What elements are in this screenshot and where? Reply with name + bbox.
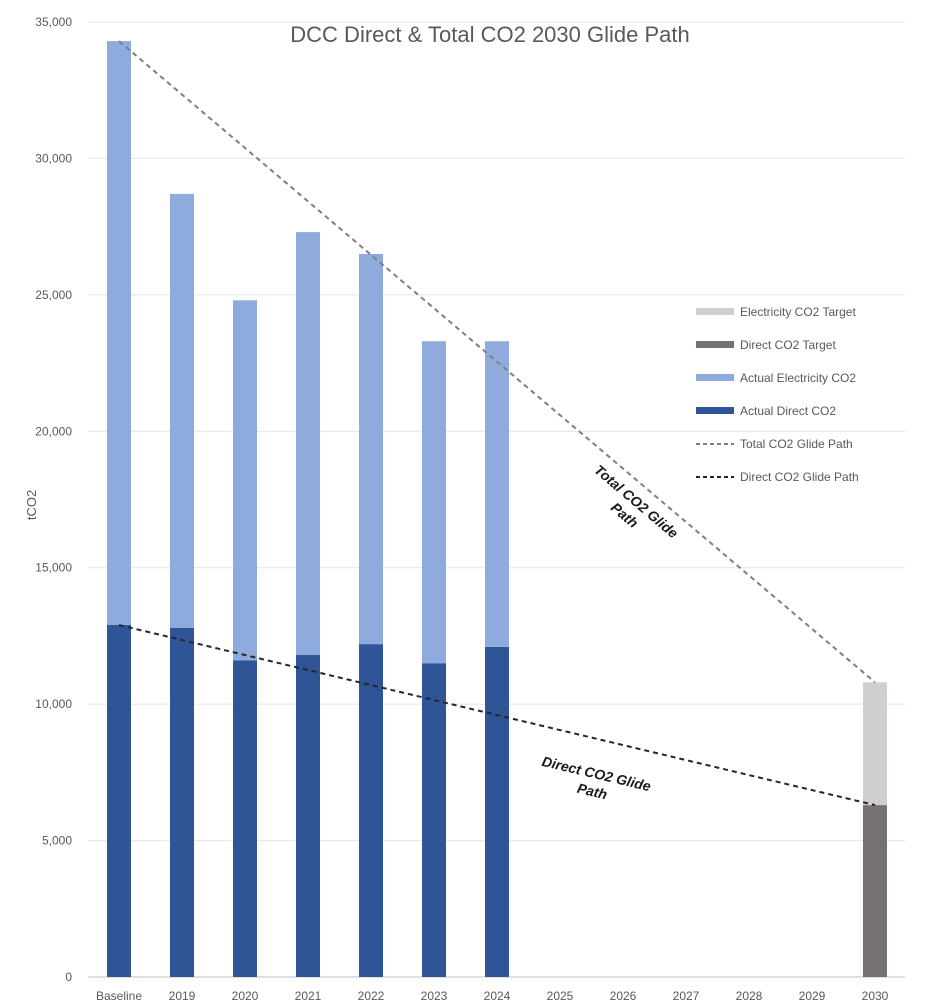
x-tick-label: 2023 <box>421 989 448 1002</box>
legend-label: Total CO2 Glide Path <box>740 437 853 451</box>
glide-path-lines <box>118 40 876 807</box>
bar <box>422 663 446 977</box>
y-tick-label: 5,000 <box>42 834 72 848</box>
legend-label: Actual Direct CO2 <box>740 404 836 418</box>
legend-swatch <box>696 374 734 381</box>
legend-label: Actual Electricity CO2 <box>740 371 856 385</box>
bar <box>233 300 257 661</box>
bar <box>170 193 194 628</box>
y-tick-label: 30,000 <box>35 151 72 165</box>
x-tick-label: 2029 <box>799 989 826 1002</box>
bar <box>485 341 509 647</box>
x-tick-label: 2021 <box>295 989 322 1002</box>
bar <box>485 646 509 977</box>
bar <box>863 805 887 977</box>
chart-title: DCC Direct & Total CO2 2030 Glide Path <box>290 22 689 47</box>
x-tick-label: 2022 <box>358 989 385 1002</box>
y-tick-label: 10,000 <box>35 697 72 711</box>
bar <box>107 41 131 626</box>
y-tick-label: 25,000 <box>35 288 72 302</box>
bar <box>296 232 320 656</box>
x-tick-label: 2026 <box>610 989 637 1002</box>
x-tick-label: 2020 <box>232 989 259 1002</box>
bar <box>863 682 887 806</box>
glide-path-line <box>118 624 876 807</box>
y-tick-label: 20,000 <box>35 424 72 438</box>
x-tick-label: 2024 <box>484 989 511 1002</box>
bar-series <box>107 41 887 977</box>
bar <box>170 627 194 977</box>
x-axis-ticks: Baseline 2019 2020 2021 2022 2023 2024 2025 2026… <box>96 989 889 1002</box>
annotation-text: Total CO2 Glide <box>591 461 681 541</box>
legend-swatch <box>696 341 734 348</box>
legend-label: Direct CO2 Glide Path <box>740 470 859 484</box>
y-tick-label: 35,000 <box>35 15 72 29</box>
y-axis-label: tCO2 <box>24 490 39 520</box>
x-tick-label: 2019 <box>169 989 196 1002</box>
x-tick-label: Baseline <box>96 989 142 1002</box>
bar <box>296 655 320 977</box>
bar <box>107 625 131 977</box>
bar <box>233 660 257 977</box>
y-tick-label: 15,000 <box>35 561 72 575</box>
annotation-text: Path <box>576 780 609 803</box>
x-tick-label: 2030 <box>862 989 889 1002</box>
bar <box>422 341 446 664</box>
bar <box>359 644 383 977</box>
x-tick-label: 2028 <box>736 989 763 1002</box>
y-axis-ticks: 0 5,000 10,000 15,000 20,000 25,000 30,000 35,0… <box>35 15 72 984</box>
legend-label: Electricity CO2 Target <box>740 305 856 319</box>
legend-swatch <box>696 308 734 315</box>
bar <box>359 253 383 645</box>
x-tick-label: 2027 <box>673 989 700 1002</box>
glide-path-line <box>118 40 876 684</box>
legend-label: Direct CO2 Target <box>740 338 836 352</box>
y-tick-label: 0 <box>65 970 72 984</box>
x-tick-label: 2025 <box>547 989 574 1002</box>
legend-swatch <box>696 407 734 414</box>
legend: Electricity CO2 Target Direct CO2 Target A… <box>696 305 859 484</box>
